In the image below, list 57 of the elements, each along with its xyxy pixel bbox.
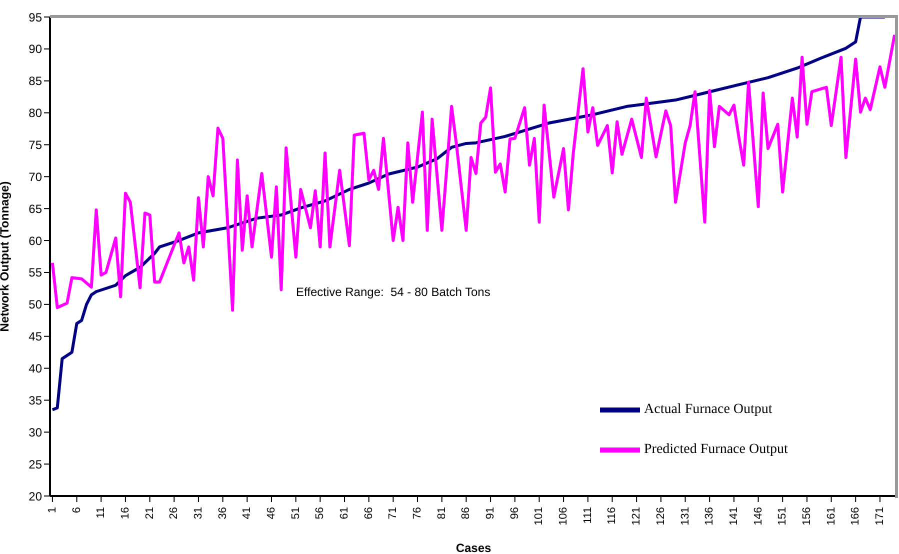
x-tick-label: 81	[436, 507, 448, 520]
x-tick-label: 76	[412, 507, 424, 520]
y-tick-label: 35	[28, 393, 42, 408]
x-tick-label: 26	[168, 507, 180, 520]
x-tick-label: 51	[290, 507, 302, 520]
x-tick-label: 31	[192, 507, 204, 520]
x-tick-label: 46	[265, 507, 278, 520]
x-axis-title: Cases	[456, 541, 492, 554]
y-tick-label: 85	[28, 74, 42, 88]
legend-label: Actual Furnace Output	[644, 402, 772, 418]
y-tick-label: 25	[28, 457, 42, 472]
x-tick-label: 161	[825, 507, 838, 526]
x-tick-label: 91	[484, 507, 497, 520]
x-tick-label: 21	[144, 507, 156, 520]
x-tick-label: 101	[533, 507, 546, 526]
y-tick-label: 30	[28, 425, 42, 440]
x-tick-label: 136	[704, 507, 716, 526]
x-tick-label: 131	[679, 507, 692, 526]
x-tick-label: 116	[606, 507, 618, 525]
y-tick-label: 95	[28, 10, 42, 24]
x-tick-label: 6	[70, 507, 83, 514]
y-tick-label: 80	[28, 106, 42, 120]
y-tick-label: 75	[28, 138, 42, 152]
x-tick-label: 171	[874, 507, 886, 526]
line-series	[50, 33, 896, 312]
x-tick-label: 16	[119, 507, 132, 520]
y-tick-label: 40	[28, 362, 42, 376]
y-tick-label: 65	[28, 202, 42, 216]
legend-label: Predicted Furnace Output	[644, 442, 788, 458]
annotation: Effective Range: 54 - 80 Batch Tons	[296, 285, 490, 299]
x-tick-label: 11	[95, 507, 108, 518]
y-axis-title: Network Output (Tonnage)	[0, 181, 12, 332]
x-tick-label: 41	[241, 507, 254, 520]
y-tick-label: 50	[28, 298, 42, 312]
x-tick-label: 36	[216, 507, 229, 520]
x-tick-label: 86	[460, 507, 472, 520]
y-tick-label: 90	[28, 42, 42, 56]
x-tick-label: 111	[582, 507, 594, 524]
y-tick-label: 70	[28, 170, 42, 184]
x-tick-label: 71	[387, 507, 400, 520]
x-tick-label: 146	[752, 507, 764, 526]
x-tick-label: 96	[508, 507, 521, 520]
y-tick-label: 20	[28, 489, 42, 504]
y-tick-label: 45	[28, 330, 42, 344]
x-tick-label: 121	[630, 507, 643, 526]
x-tick-label: 56	[314, 507, 326, 520]
y-tick-label: 55	[28, 266, 42, 280]
x-tick-label: 106	[558, 507, 570, 526]
x-tick-label: 126	[654, 507, 667, 526]
x-tick-label: 66	[362, 507, 375, 520]
x-tick-label: 166	[850, 507, 862, 526]
x-tick-label: 1	[46, 507, 58, 514]
x-tick-label: 156	[800, 507, 813, 526]
x-tick-label: 141	[728, 507, 740, 526]
x-tick-label: 61	[338, 507, 351, 520]
y-tick-label: 60	[28, 234, 42, 248]
x-tick-label: 151	[776, 507, 789, 526]
